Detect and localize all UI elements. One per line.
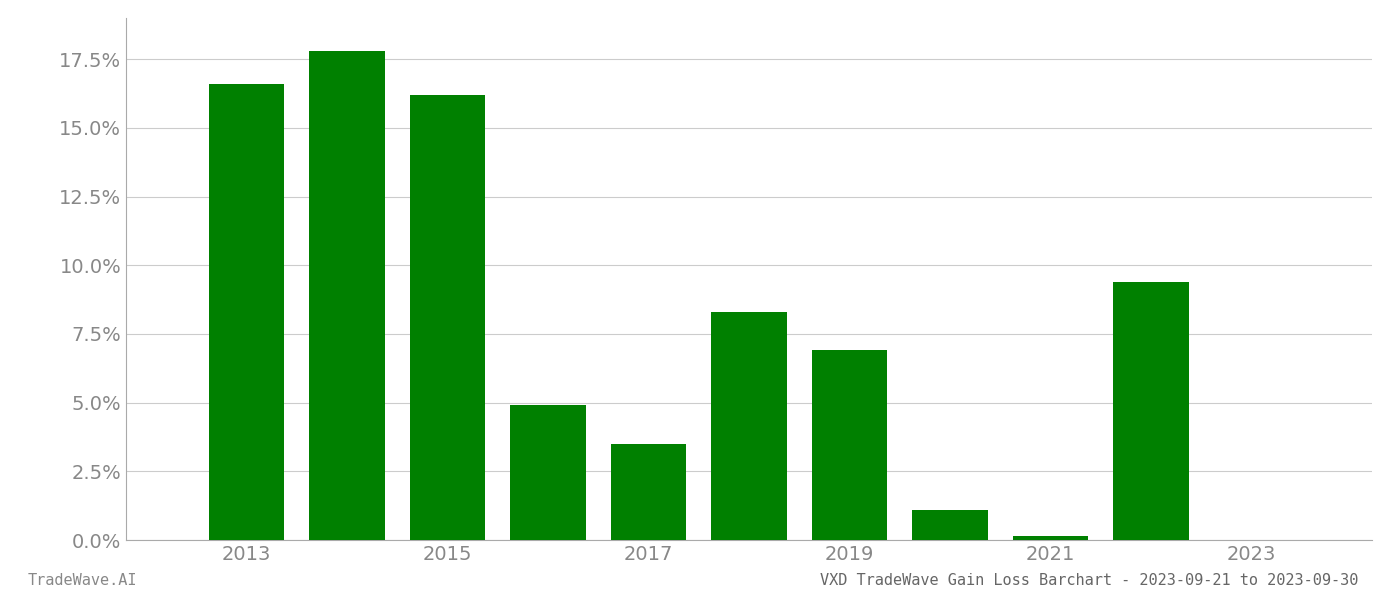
Text: VXD TradeWave Gain Loss Barchart - 2023-09-21 to 2023-09-30: VXD TradeWave Gain Loss Barchart - 2023-… bbox=[819, 573, 1358, 588]
Bar bbox=[913, 510, 987, 540]
Bar bbox=[410, 95, 486, 540]
Text: TradeWave.AI: TradeWave.AI bbox=[28, 573, 137, 588]
Bar bbox=[209, 84, 284, 540]
Bar bbox=[610, 444, 686, 540]
Bar bbox=[1113, 282, 1189, 540]
Bar bbox=[1012, 536, 1088, 540]
Bar bbox=[309, 51, 385, 540]
Bar bbox=[812, 350, 888, 540]
Bar bbox=[711, 312, 787, 540]
Bar bbox=[511, 406, 585, 540]
